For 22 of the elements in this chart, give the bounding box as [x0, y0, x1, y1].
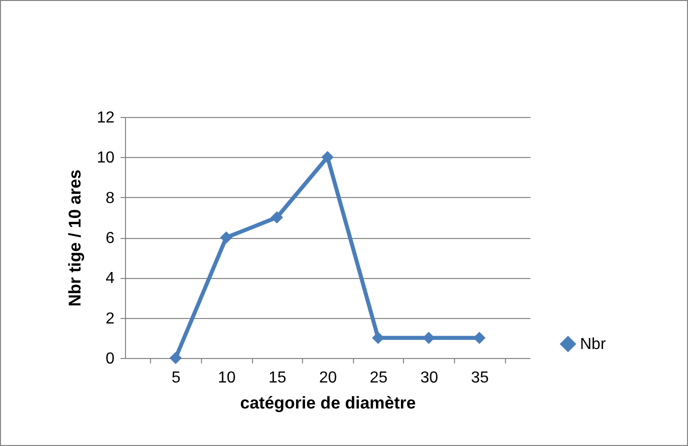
y-axis-title: Nbr tige / 10 ares — [66, 169, 85, 307]
x-tick-label: 25 — [370, 370, 388, 386]
y-tick-label: 10 — [96, 150, 115, 167]
x-tick-label: 35 — [470, 370, 489, 386]
y-tick-label: 12 — [96, 110, 115, 126]
point — [220, 231, 232, 244]
point — [270, 211, 283, 224]
point — [422, 332, 435, 344]
x-axis-title: catégorie de diamètre — [240, 394, 416, 412]
y-tick-label: 8 — [106, 190, 115, 207]
y-tick-label: 2 — [106, 310, 115, 328]
point — [170, 352, 182, 364]
x-tick-label: 20 — [319, 370, 337, 386]
x-tick-label: 10 — [218, 370, 236, 386]
point — [321, 151, 334, 164]
y-tick-label: 0 — [106, 350, 115, 368]
x-tick-label: 30 — [420, 370, 438, 386]
x-tick-label: 15 — [268, 370, 286, 386]
y-tick-label: 6 — [106, 230, 115, 247]
x-tick-label: 5 — [172, 370, 181, 386]
legend-label: Nbr — [580, 336, 606, 353]
y-tick-label: 4 — [106, 270, 115, 288]
